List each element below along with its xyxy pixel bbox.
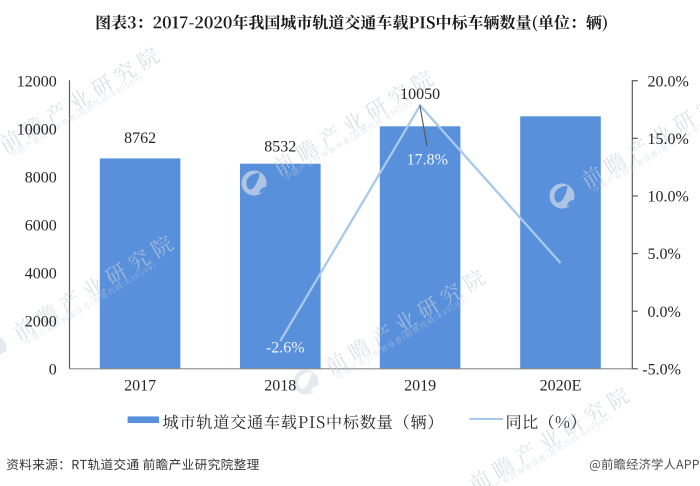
- svg-text:12000: 12000: [17, 73, 57, 90]
- svg-text:4000: 4000: [25, 265, 57, 282]
- svg-text:20.0%: 20.0%: [648, 73, 689, 90]
- svg-text:10.0%: 10.0%: [648, 189, 689, 206]
- svg-text:8762: 8762: [124, 130, 156, 147]
- svg-text:5.0%: 5.0%: [648, 246, 681, 263]
- svg-text:2017: 2017: [124, 378, 156, 395]
- svg-text:0.0%: 0.0%: [648, 304, 681, 321]
- svg-text:2000: 2000: [25, 313, 57, 330]
- svg-text:-5.0%: -5.0%: [642, 361, 681, 378]
- svg-text:-2.6%: -2.6%: [266, 340, 305, 357]
- svg-text:15.0%: 15.0%: [648, 131, 689, 148]
- svg-text:17.8%: 17.8%: [407, 152, 448, 169]
- svg-text:10050: 10050: [400, 86, 440, 103]
- svg-text:10000: 10000: [17, 121, 57, 138]
- svg-text:8532: 8532: [264, 138, 296, 155]
- svg-text:2020E: 2020E: [540, 378, 582, 395]
- svg-text:8000: 8000: [25, 169, 57, 186]
- svg-text:2019: 2019: [404, 378, 436, 395]
- svg-text:0: 0: [49, 361, 57, 378]
- svg-text:6000: 6000: [25, 217, 57, 234]
- svg-text:2018: 2018: [264, 378, 296, 395]
